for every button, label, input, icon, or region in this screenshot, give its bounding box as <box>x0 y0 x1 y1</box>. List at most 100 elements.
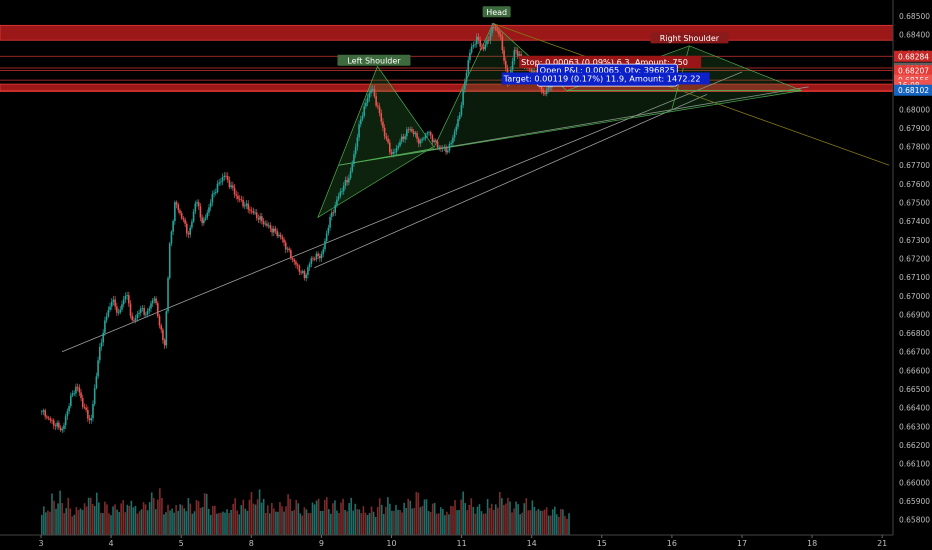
y-tick-label: 0.67900 <box>899 124 930 133</box>
candle-body <box>330 212 333 217</box>
volume-bar <box>328 509 330 535</box>
volume-bar <box>470 498 473 535</box>
volume-bar <box>124 512 127 535</box>
volume-bar <box>51 493 53 535</box>
x-tick-label: 14 <box>527 539 537 548</box>
volume-bar <box>203 493 206 535</box>
volume-bar <box>454 500 456 535</box>
candle-body <box>209 202 212 208</box>
candle-body <box>121 304 123 310</box>
volume-bar <box>191 513 194 535</box>
volume-bar <box>271 502 273 535</box>
candle-body <box>305 274 307 279</box>
volume-bar <box>358 509 361 535</box>
volume-bar <box>287 494 289 535</box>
y-tick-label: 0.66000 <box>899 478 930 487</box>
candle-body <box>259 216 261 220</box>
candle-body <box>220 181 222 183</box>
candle-body <box>475 36 478 45</box>
candle-body <box>138 312 140 314</box>
volume-bar <box>433 502 436 535</box>
candle-body <box>163 339 166 346</box>
candle-body <box>342 185 345 192</box>
volume-bar <box>128 505 131 535</box>
volume-bar <box>275 511 277 535</box>
candle-body <box>69 395 72 407</box>
candle-body <box>68 406 70 412</box>
volume-bar <box>535 510 538 535</box>
volume-bar <box>171 508 173 535</box>
candle-body <box>266 223 268 226</box>
candle-body <box>479 40 481 47</box>
candle-body <box>98 347 101 361</box>
candle-body <box>382 121 384 128</box>
volume-bar <box>350 497 353 535</box>
candle-body <box>375 96 377 106</box>
candle-body <box>431 135 434 143</box>
volume-bar <box>262 498 265 535</box>
candle-body <box>295 261 297 265</box>
volume-bar <box>417 492 420 535</box>
volume-bar <box>73 514 76 535</box>
candle-body <box>117 312 120 314</box>
volume-bar <box>519 514 521 535</box>
volume-bar <box>41 514 43 535</box>
candle-body <box>332 212 335 214</box>
x-tick-label: 4 <box>109 539 114 548</box>
candle-body <box>174 202 176 222</box>
volume-bar <box>89 497 92 535</box>
volume-bar <box>193 511 196 535</box>
volume-bar <box>136 513 139 535</box>
stop-label-box <box>519 55 702 68</box>
volume-bar <box>165 512 167 535</box>
y-tick-label: 0.68500 <box>899 12 930 21</box>
volume-bar <box>161 497 163 535</box>
volume-bar <box>132 507 135 535</box>
candle-body <box>385 136 388 139</box>
y-tick-label: 0.68000 <box>899 105 930 114</box>
candle-body <box>51 420 53 422</box>
price-tag-box <box>894 84 932 96</box>
candle-body <box>452 137 454 143</box>
candle-body <box>85 407 87 411</box>
candle-body <box>250 210 253 212</box>
candle-body <box>486 40 488 45</box>
volume-bar <box>260 502 263 535</box>
candle-body <box>423 138 425 140</box>
volume-bar <box>421 505 424 535</box>
candle-body <box>365 102 367 107</box>
candle-body <box>42 410 45 412</box>
volume-bar <box>209 514 212 535</box>
volume-bar <box>352 510 355 535</box>
volume-bar <box>85 506 88 535</box>
candle-body <box>533 70 536 73</box>
volume-bar <box>366 515 369 535</box>
candle-body <box>252 211 255 213</box>
volume-bar <box>464 502 467 535</box>
volume-bar <box>553 506 556 535</box>
volume-bar <box>268 513 271 535</box>
candle-body <box>245 203 248 206</box>
volume-bar <box>122 500 125 535</box>
candle-body <box>284 242 287 250</box>
volume-bar <box>81 509 84 535</box>
candle-body <box>184 219 186 224</box>
candle-body <box>368 93 371 98</box>
candle-body <box>453 131 456 138</box>
volume-bar <box>378 498 381 535</box>
volume-bar <box>142 502 145 535</box>
candle-body <box>325 233 328 242</box>
candle-body <box>409 129 412 130</box>
volume-bars <box>41 488 570 535</box>
volume-bar <box>521 512 524 535</box>
candle-body <box>400 136 403 142</box>
candle-body <box>199 206 202 218</box>
volume-bar <box>199 507 202 535</box>
candle-body <box>307 267 309 275</box>
candle-body <box>373 88 376 97</box>
pattern-label: Head <box>486 8 507 17</box>
volume-bar <box>541 510 544 535</box>
candle-body <box>104 320 106 333</box>
